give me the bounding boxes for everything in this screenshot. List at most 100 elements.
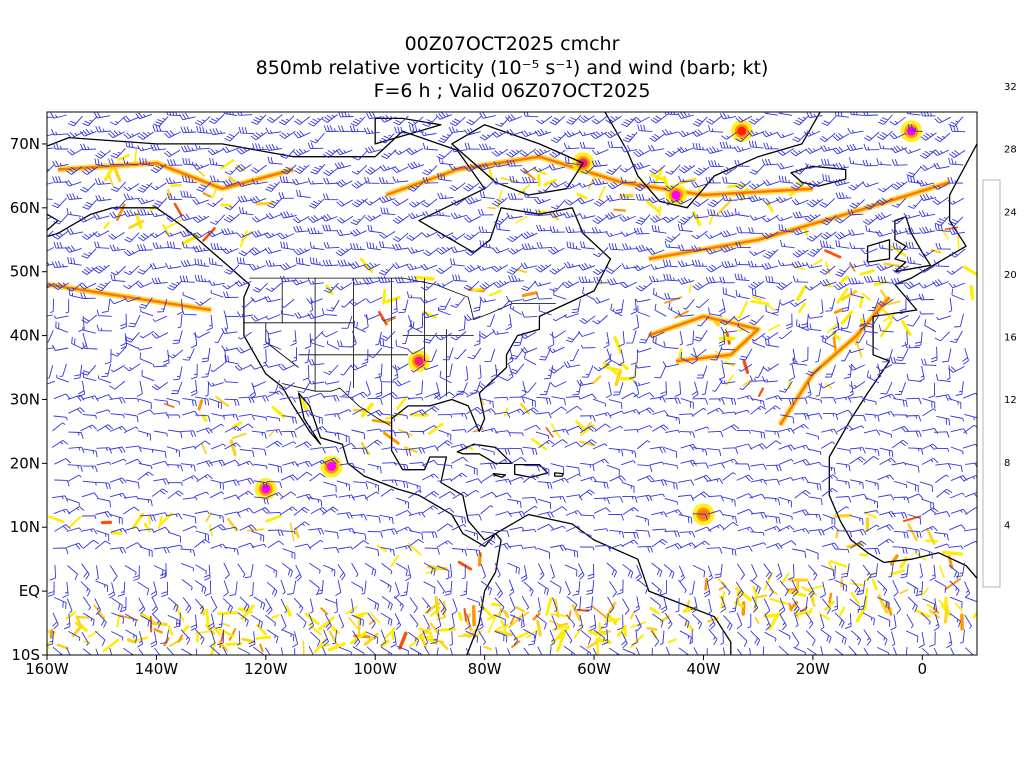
wind-barb: [637, 579, 649, 594]
wind-barb: [704, 232, 722, 240]
wind-barb: [650, 331, 665, 339]
wind-barb: [678, 165, 696, 174]
vorticity-streak: [515, 216, 527, 224]
wind-barb: [841, 297, 851, 313]
wind-barb: [722, 472, 736, 481]
wind-barb: [762, 332, 779, 341]
wind-barb: [636, 494, 653, 502]
wind-barb: [210, 595, 218, 613]
wind-barb: [250, 164, 267, 174]
wind-barb: [549, 149, 566, 158]
wind-barb: [80, 528, 98, 535]
wind-barb: [865, 316, 879, 328]
wind-barb: [152, 242, 169, 249]
wind-barb: [363, 127, 380, 135]
wind-barb: [109, 380, 126, 390]
wind-barb: [806, 322, 822, 332]
wind-barb: [607, 181, 625, 190]
wind-barb: [109, 565, 118, 582]
wind-barb: [182, 410, 199, 417]
wind-barb: [449, 647, 453, 655]
wind-barb: [929, 564, 936, 581]
wind-barb: [408, 124, 424, 133]
vorticity-streak: [225, 642, 243, 646]
wind-barb: [863, 131, 880, 142]
wind-barb: [209, 513, 225, 523]
vorticity-streak: [536, 619, 542, 637]
wind-barb: [81, 314, 98, 324]
wind-barb: [450, 472, 468, 482]
wind-barb: [833, 178, 850, 187]
vorticity-streak: [920, 587, 929, 597]
wind-barb: [521, 595, 530, 610]
vorticity-streak: [457, 634, 477, 637]
wind-barb: [763, 179, 780, 187]
wind-barb: [250, 364, 267, 370]
wind-barb: [123, 209, 140, 217]
vorticity-streak: [914, 552, 927, 561]
vorticity-streak: [231, 421, 243, 429]
wind-barb: [707, 197, 724, 208]
wind-barb: [237, 542, 255, 549]
wind-barb: [223, 494, 241, 501]
wind-barb: [196, 181, 212, 193]
wind-barb: [652, 410, 669, 416]
wind-barb: [204, 382, 210, 397]
wind-barb: [720, 210, 738, 218]
wind-barb: [82, 465, 98, 473]
wind-barb: [223, 580, 229, 597]
wind-barb: [336, 432, 350, 443]
wind-barb: [749, 647, 751, 655]
wind-barb: [152, 460, 169, 467]
wind-barb: [381, 479, 398, 487]
wind-barb: [192, 245, 209, 253]
wind-barb: [160, 563, 167, 579]
wind-barb: [591, 115, 608, 125]
wind-barb: [691, 230, 708, 240]
wind-barb: [637, 425, 653, 431]
vorticity-streak: [850, 582, 864, 587]
wind-barb: [422, 490, 440, 500]
wind-barb: [480, 563, 487, 579]
wind-barb: [80, 143, 96, 151]
wind-barb: [366, 112, 383, 120]
wind-barb: [81, 492, 99, 499]
wind-barb: [380, 207, 396, 216]
wind-barb: [82, 414, 97, 419]
wind-barb: [268, 463, 283, 474]
wind-barb: [280, 647, 284, 655]
wind-barb: [265, 328, 282, 335]
wind-barb: [463, 314, 481, 322]
vorticity-streak: [102, 638, 120, 653]
wind-barb: [815, 382, 823, 397]
wind-barb: [692, 282, 709, 291]
wind-barb: [505, 295, 523, 303]
wind-barb: [309, 598, 314, 614]
wind-barb: [790, 148, 808, 157]
vorticity-streak: [472, 428, 484, 433]
wind-barb: [921, 525, 938, 533]
wind-barb: [836, 424, 854, 433]
vorticity-streak: [717, 199, 732, 214]
wind-barb: [150, 230, 167, 239]
wind-barb: [878, 241, 894, 251]
vorticity-streak: [440, 641, 449, 650]
wind-barb: [794, 413, 810, 420]
vorticity-streak: [571, 604, 582, 622]
wind-barb: [650, 493, 665, 498]
wind-barb: [706, 264, 723, 273]
wind-barb: [280, 241, 295, 251]
wind-barb: [442, 347, 454, 361]
wind-barb: [151, 488, 168, 497]
wind-barb: [268, 379, 281, 393]
wind-barb: [764, 430, 780, 438]
wind-barb: [637, 407, 655, 414]
wind-barb: [533, 165, 551, 173]
wind-barb: [179, 213, 197, 222]
wind-barb: [390, 631, 397, 648]
vorticity-streak: [664, 296, 682, 304]
wind-barb: [153, 526, 170, 533]
wind-barb: [252, 282, 269, 293]
wind-barb: [493, 280, 511, 288]
vorticity-streak: [166, 218, 184, 229]
